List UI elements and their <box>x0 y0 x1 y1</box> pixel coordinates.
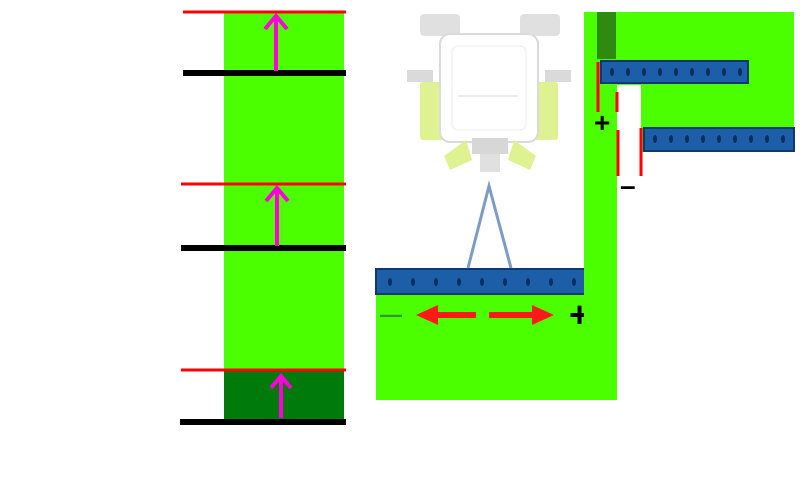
up-arrow-icon <box>263 12 289 71</box>
plus-sign: + <box>594 107 610 138</box>
left-arrow-icon <box>416 305 476 325</box>
right-arrow-icon <box>489 305 554 325</box>
up-arrow-icon <box>264 184 290 246</box>
boom-bar-main <box>375 268 603 295</box>
boom-bar-lower <box>643 127 795 152</box>
boom-field-area <box>376 294 617 400</box>
panel-overlap-offset: + – <box>584 12 795 400</box>
panel-tractor-boom: — + <box>375 14 617 400</box>
minus-sign: — <box>380 302 402 327</box>
boom-bar-upper <box>600 60 749 84</box>
strip-green-field <box>224 12 344 414</box>
minus-sign: – <box>620 170 636 201</box>
linkage-frame <box>466 180 513 269</box>
up-arrow-icon <box>269 372 293 418</box>
offset-dark-marker <box>597 12 616 59</box>
tractor-icon <box>407 14 571 172</box>
panel-headland-strip <box>180 10 346 425</box>
